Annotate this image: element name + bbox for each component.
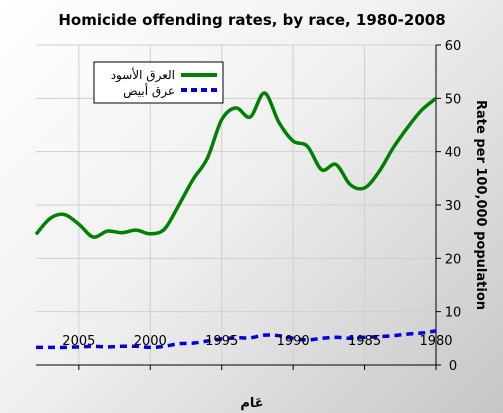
chart-title: Homicide offending rates, by race, 1980-…: [58, 11, 445, 29]
y-axis-label: Rate per 100,000 population: [473, 100, 488, 310]
x-tick-label: 1985: [348, 334, 381, 349]
x-tick-label: 1995: [205, 334, 238, 349]
legend-label-black: العرق الأسود: [111, 67, 175, 83]
y-tick-label: 50: [445, 92, 462, 107]
x-tick-label: 1990: [277, 334, 310, 349]
x-tick-label: 2000: [134, 334, 167, 349]
y-tick-label: 10: [445, 306, 462, 321]
x-tick-label: 2005: [62, 334, 95, 349]
y-tick-label: 60: [445, 39, 462, 54]
series-lines: [34, 91, 438, 350]
legend-label-white: عرق أبيض: [123, 83, 175, 99]
y-tick-label: 0: [449, 359, 457, 374]
series-line-black: [34, 91, 438, 239]
tick-labels: 0 10 20 30 40 50 60 2005 2000 1995 1990 1985 1980: [62, 39, 461, 374]
y-tick-label: 30: [445, 199, 462, 214]
x-axis-label: عَام: [240, 396, 263, 411]
legend-box: [93, 61, 224, 104]
x-tick-label: 1980: [419, 334, 452, 349]
y-tick-label: 20: [445, 252, 462, 267]
y-tick-label: 40: [445, 146, 462, 161]
legend: العرق الأسود عرق أبيض: [93, 61, 224, 104]
